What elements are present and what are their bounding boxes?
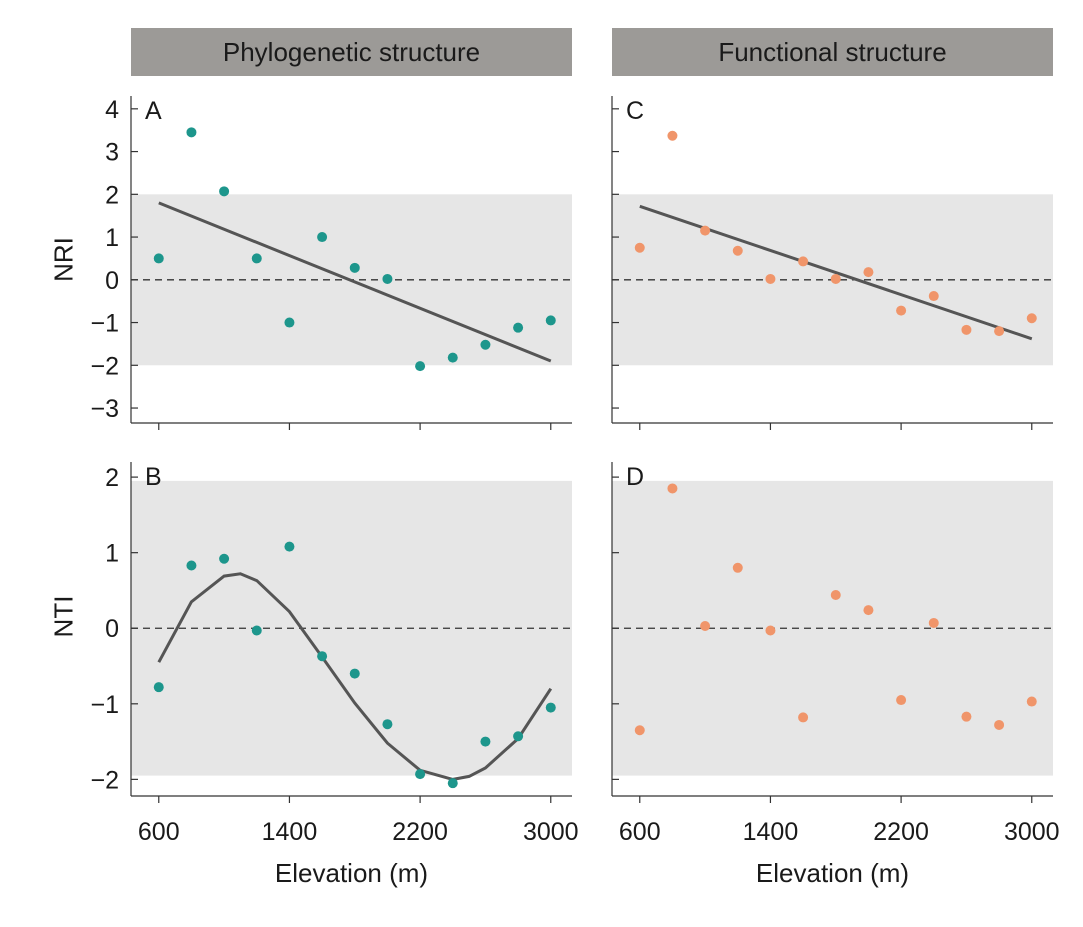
y-tick-label-a-0: −3 [90, 395, 119, 423]
data-point-a-4 [284, 317, 295, 328]
data-point-d-2 [700, 620, 711, 631]
x-tick-label-d-3: 3000 [1004, 818, 1060, 846]
column-header-functional: Functional structure [612, 28, 1053, 76]
data-point-d-12 [1026, 696, 1037, 707]
panel-label-b: B [145, 463, 162, 491]
data-point-b-7 [382, 719, 393, 730]
panel-label-a: A [145, 97, 162, 125]
data-point-d-5 [798, 712, 809, 723]
y-tick-label-b-4: 2 [105, 464, 119, 492]
data-point-b-9 [447, 778, 458, 789]
data-point-a-1 [186, 127, 197, 138]
y-tick-label-a-6: 3 [105, 139, 119, 167]
y-tick-label-a-2: −1 [90, 310, 119, 338]
data-point-d-1 [667, 483, 678, 494]
y-tick-label-a-7: 4 [105, 96, 119, 124]
x-tick-label-d-1: 1400 [743, 818, 799, 846]
data-point-a-11 [513, 322, 524, 333]
data-point-d-6 [830, 589, 841, 600]
data-point-d-4 [765, 625, 776, 636]
data-point-c-0 [634, 242, 645, 253]
data-point-c-5 [798, 256, 809, 267]
data-point-b-3 [251, 625, 262, 636]
x-tick-label-b-2: 2200 [392, 818, 448, 846]
y-tick-label-b-2: 0 [105, 615, 119, 643]
panel-label-d: D [626, 463, 644, 491]
y-tick-label-a-1: −2 [90, 352, 119, 380]
data-point-d-9 [928, 617, 939, 628]
data-point-a-5 [317, 232, 328, 243]
x-tick-label-b-0: 600 [138, 818, 180, 846]
x-tick-label-b-1: 1400 [262, 818, 318, 846]
data-point-b-4 [284, 541, 295, 552]
data-point-b-1 [186, 560, 197, 571]
y-tick-label-a-3: 0 [105, 267, 119, 295]
data-point-b-5 [317, 651, 328, 662]
x-tick-label-b-3: 3000 [523, 818, 579, 846]
data-point-c-4 [765, 273, 776, 284]
data-point-a-0 [153, 253, 164, 264]
data-point-a-3 [251, 253, 262, 264]
data-point-a-6 [349, 262, 360, 273]
x-axis-label-right: Elevation (m) [755, 858, 910, 888]
data-point-d-0 [634, 725, 645, 736]
x-axis-label-left: Elevation (m) [274, 858, 429, 888]
data-point-b-6 [349, 668, 360, 679]
x-tick-label-d-2: 2200 [873, 818, 929, 846]
data-point-c-10 [961, 324, 972, 335]
data-point-c-9 [928, 291, 939, 302]
y-tick-label-a-5: 2 [105, 181, 119, 209]
data-point-c-11 [994, 326, 1005, 337]
y-tick-label-b-0: −2 [90, 766, 119, 794]
y-tick-label-b-1: −1 [90, 691, 119, 719]
data-point-b-8 [415, 769, 426, 780]
data-point-c-1 [667, 130, 678, 141]
data-point-d-10 [961, 711, 972, 722]
data-point-b-10 [480, 736, 491, 747]
data-point-c-3 [732, 245, 743, 256]
data-point-a-9 [447, 352, 458, 363]
y-tick-label-b-3: 1 [105, 540, 119, 568]
x-tick-label-d-0: 600 [619, 818, 661, 846]
data-point-b-2 [219, 553, 230, 564]
data-point-a-7 [382, 273, 393, 284]
data-point-a-8 [415, 361, 426, 372]
data-point-b-12 [545, 702, 556, 713]
data-point-d-3 [732, 562, 743, 573]
data-point-d-7 [863, 605, 874, 616]
panel-label-c: C [626, 97, 644, 125]
data-point-a-12 [545, 315, 556, 326]
data-point-a-2 [219, 186, 230, 197]
y-tick-label-a-4: 1 [105, 224, 119, 252]
data-point-b-11 [513, 731, 524, 742]
data-point-d-8 [896, 695, 907, 706]
data-point-a-10 [480, 339, 491, 350]
data-point-b-0 [153, 682, 164, 693]
data-point-c-6 [830, 273, 841, 284]
data-point-c-2 [700, 225, 711, 236]
data-point-c-12 [1026, 313, 1037, 324]
data-point-c-7 [863, 267, 874, 278]
data-point-c-8 [896, 305, 907, 316]
column-header-phylogenetic: Phylogenetic structure [131, 28, 572, 76]
fit-line-b [157, 572, 553, 781]
fit-line-a [158, 201, 552, 363]
data-point-d-11 [994, 719, 1005, 730]
